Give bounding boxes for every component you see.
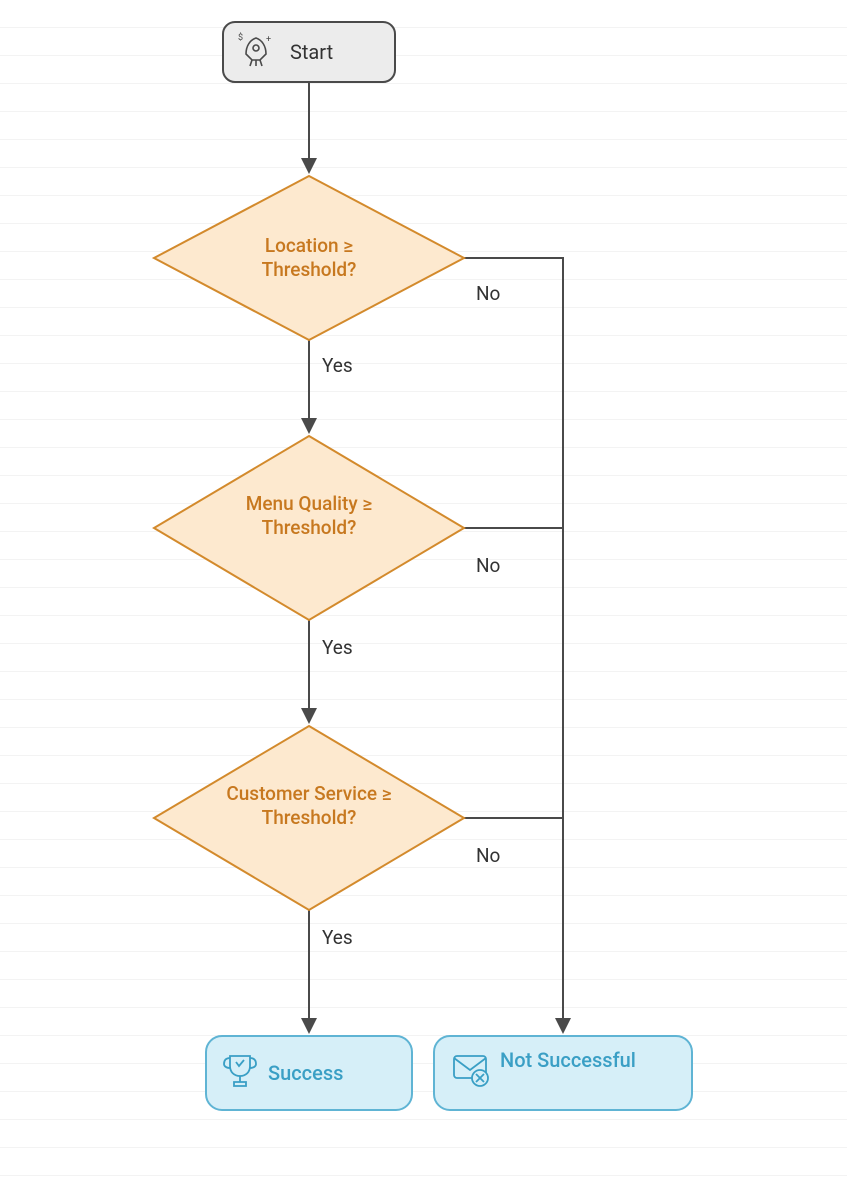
node-decision1 [154, 176, 464, 340]
flowchart-canvas: $ + [0, 0, 847, 1185]
svg-text:+: + [266, 35, 271, 45]
edge-d3-no [464, 818, 563, 1030]
edge-d2-no [464, 528, 563, 818]
node-decision2 [154, 436, 464, 620]
node-decision3 [154, 726, 464, 910]
edge-d1-no [464, 258, 563, 528]
node-success [206, 1036, 412, 1110]
svg-text:$: $ [238, 32, 243, 43]
node-start [223, 22, 395, 82]
